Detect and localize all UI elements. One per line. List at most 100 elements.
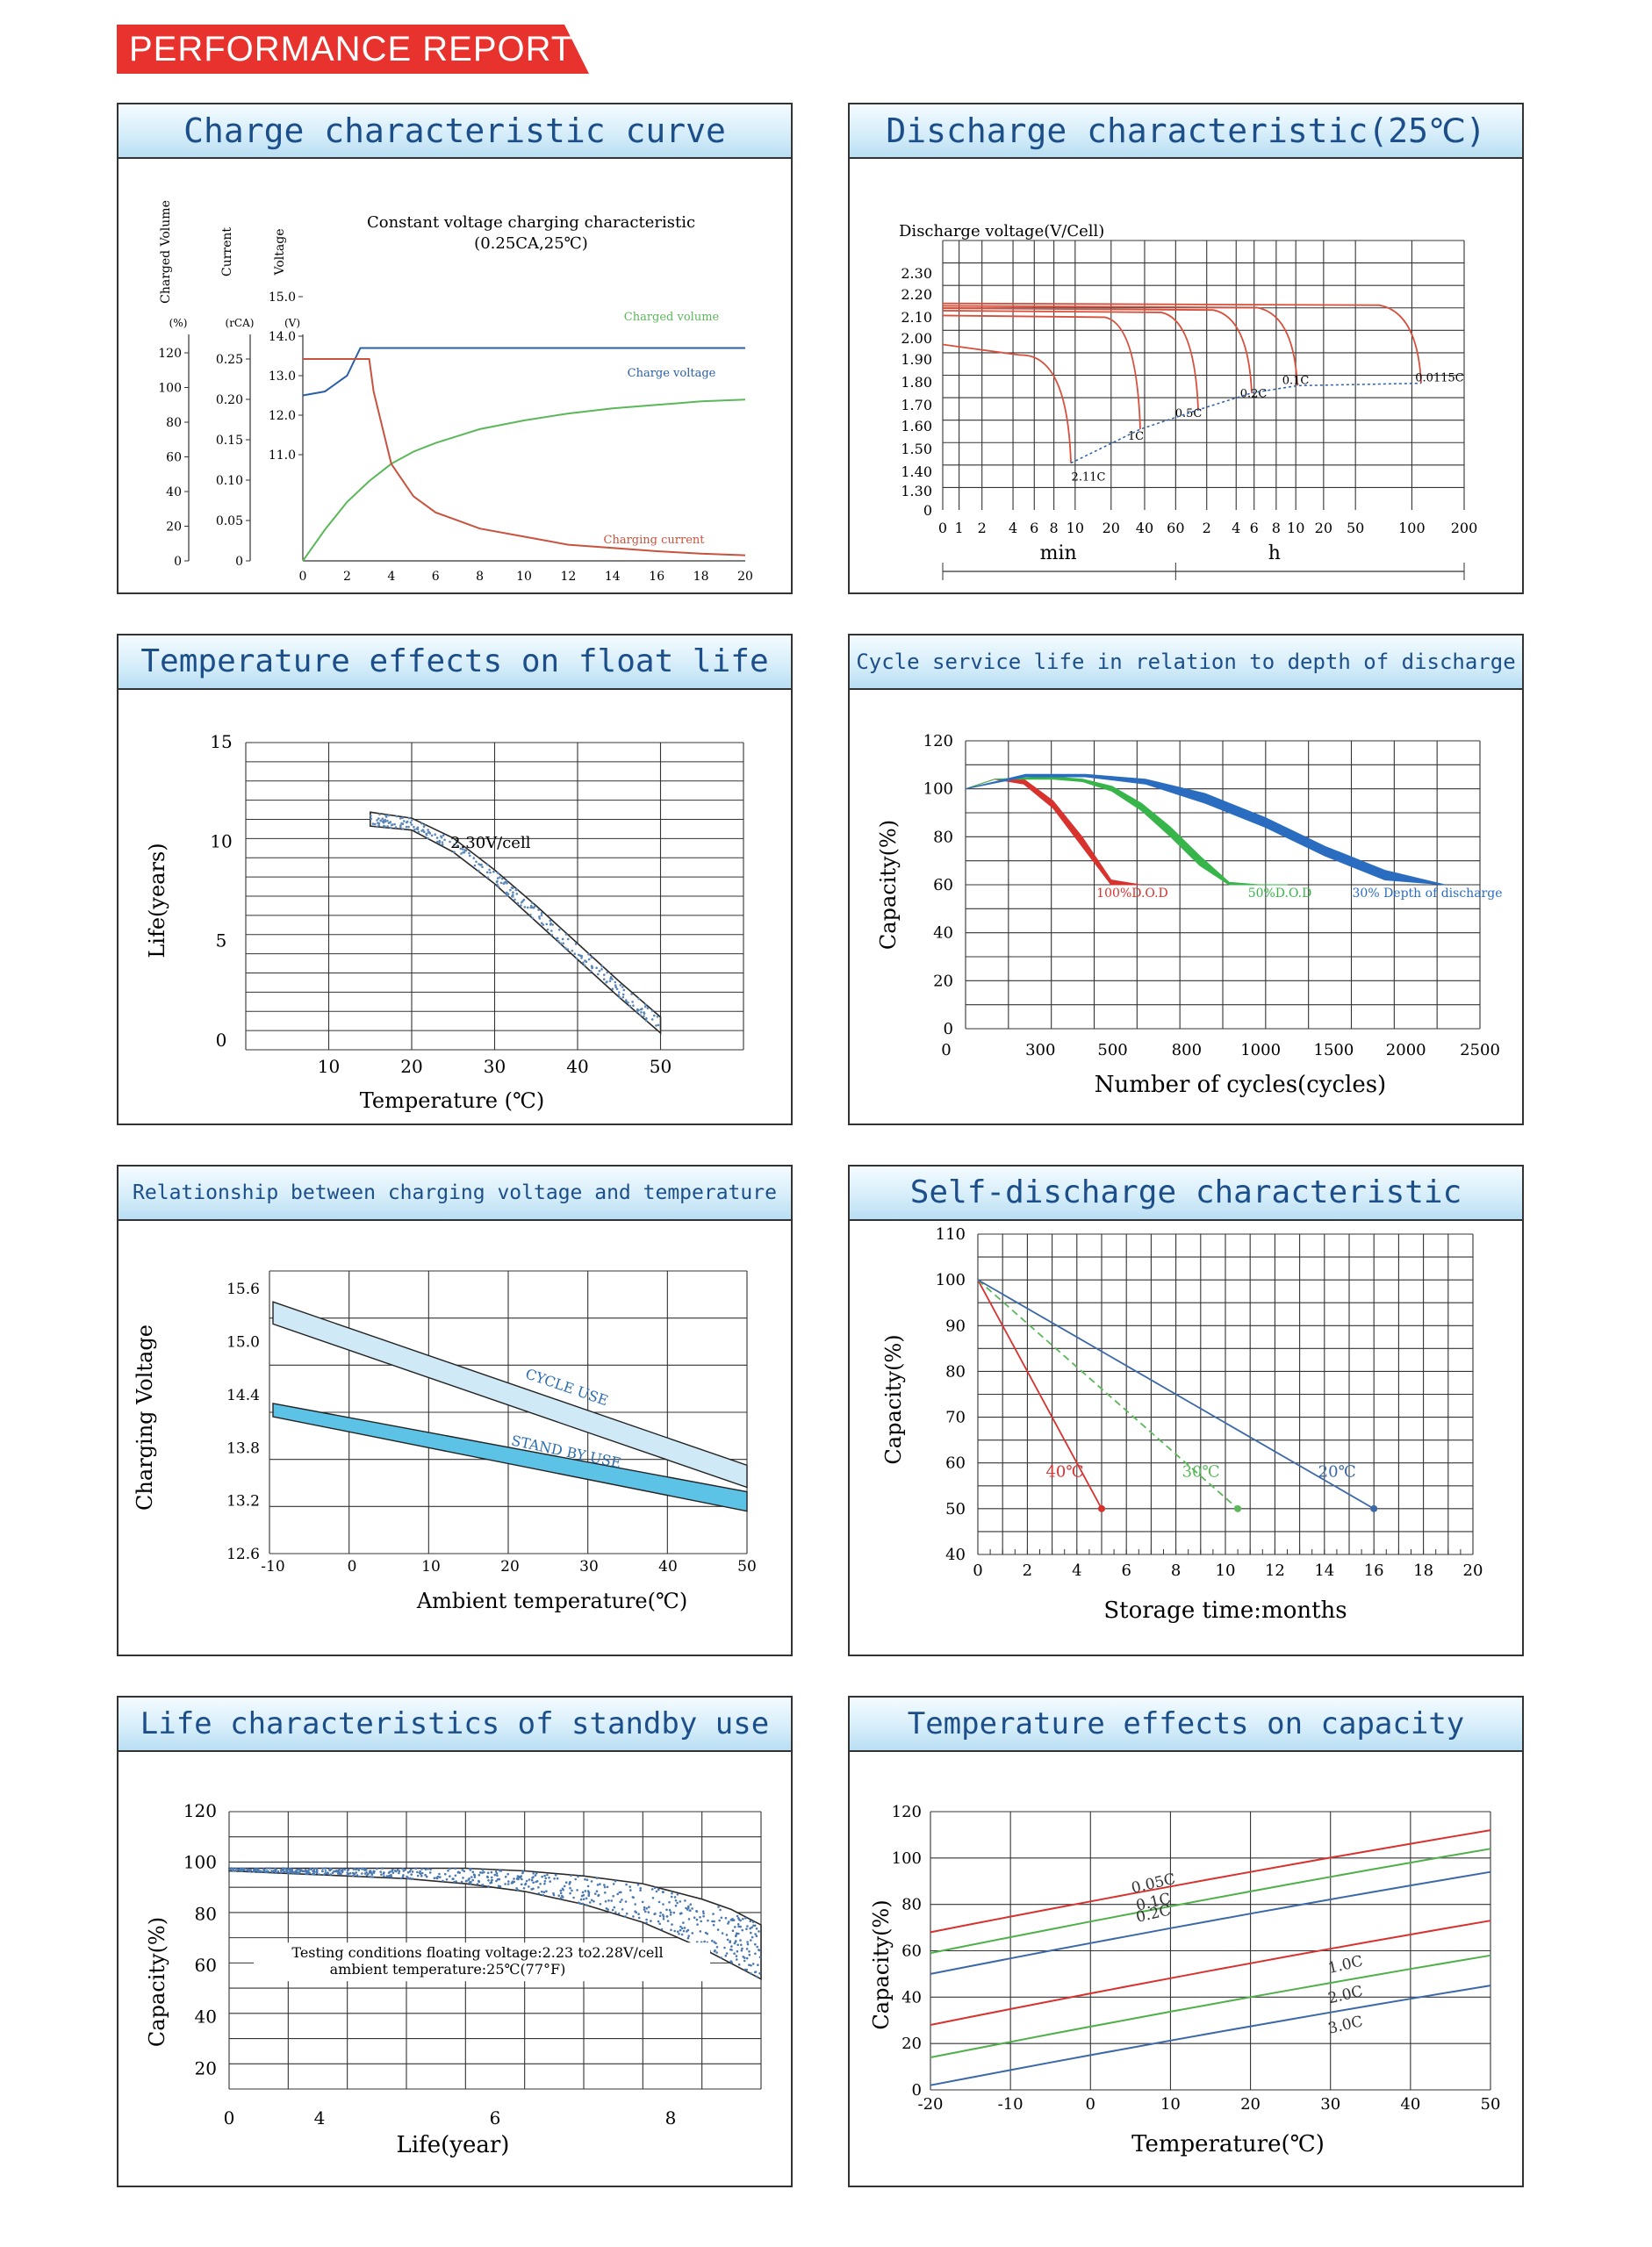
band-dot [402,1874,405,1877]
x-tick-label: 8 [665,2107,677,2129]
band-dot [531,916,534,920]
y-tick-label: 15.6 [226,1281,260,1298]
band-dot [384,820,387,823]
band-dot [440,836,443,839]
band-dot [236,1868,240,1871]
band-dot [496,1877,499,1881]
band-dot [399,824,402,827]
x-tick-label: 6 [1121,1561,1131,1580]
band-dot [657,1023,660,1027]
band-dot [672,1911,676,1914]
band-dot [596,1884,600,1886]
y-axis-label: Life(years) [145,843,169,958]
discharge-curve [942,302,1422,384]
band-dot [539,1883,542,1885]
band-dot [674,1899,678,1902]
band-dot [265,1870,268,1873]
band-dot [380,1873,383,1876]
band-dot [469,1869,472,1871]
band-dot [516,1889,520,1892]
band-dot [538,917,542,920]
band-dot [506,894,509,897]
band-dot [650,1018,654,1021]
band-dot [453,1880,456,1884]
band-dot [637,1913,640,1915]
cycle-life-panel: Cycle service life in relation to depth … [848,634,1524,1125]
band-dot [571,1889,573,1892]
y-tick-label: 1.80 [901,374,932,391]
discharge-curve [942,314,1141,430]
band-dot [711,1939,714,1942]
y-axis-unit: (V) [284,317,300,329]
x-tick-label: 14 [1314,1561,1334,1580]
band-dot [755,1935,758,1937]
band-dot [471,1870,475,1873]
band-dot [478,863,480,865]
band-dot [506,1872,509,1876]
band-dot [736,1943,739,1947]
band-dot [420,1874,423,1877]
band-dot [600,965,604,968]
band-dot [737,1918,741,1921]
band-dot [365,1869,368,1871]
band-dot [569,1886,571,1890]
band-dot [606,971,608,974]
band-dot [535,1880,537,1884]
band-dot [234,1869,237,1872]
band-dot [409,1877,412,1880]
end-point [1098,1504,1105,1512]
band-dot [576,1889,578,1892]
band-dot [441,841,444,844]
y-tick-label: 11.0 [269,449,296,463]
y-tick-label: 5 [216,930,227,951]
band-dot [643,1015,645,1018]
band-dot [461,1869,464,1871]
x-tick-label: 20 [1315,520,1332,536]
band-dot [614,1911,617,1913]
band-dot [595,966,598,969]
band-dot [563,1884,566,1888]
band-dot [748,1963,751,1966]
x-tick-label: 6 [490,2107,501,2129]
voltage-band [272,1403,748,1512]
y-axis-unit: (rCA) [226,317,255,329]
x-tick-label: 8 [1272,520,1281,536]
y-tick-label: 50 [945,1500,966,1518]
band-dot [229,1868,233,1870]
band-dot [557,940,560,943]
band-dot [751,1920,755,1924]
annotation-line: Testing conditions floating voltage:2.23… [291,1944,663,1961]
band-dot [407,816,411,820]
band-dot [424,1873,427,1877]
band-dot [645,1921,648,1924]
band-dot [471,1878,474,1882]
x-tick-label: 20 [400,1056,422,1077]
y-tick-label: 0.10 [216,474,243,488]
band-dot [324,1870,327,1872]
x-tick-label: 4 [1009,520,1017,536]
band-dot [526,906,529,909]
band-dot [750,1931,752,1935]
x-tick-label: 1 [955,520,964,536]
band-dot [574,943,578,945]
y-tick-label: 0 [235,555,243,569]
y-tick-label: 100 [183,1852,217,1873]
band-dot [387,1871,391,1874]
band-dot [684,1899,686,1902]
band-dot [627,1001,629,1004]
capacity-line [930,1920,1491,2026]
band-dot [683,1927,686,1929]
band-dot [707,1919,709,1922]
band-dot [449,1867,451,1870]
x-tick-label: 40 [566,1056,588,1077]
band-dot [621,1908,624,1911]
band-dot [720,1916,723,1920]
band-dot [408,1870,412,1873]
band-dot [636,1009,639,1012]
band-dot [643,1908,646,1911]
band-dot [496,872,499,874]
band-dot [587,1894,591,1898]
band-dot [653,1886,657,1889]
band-dot [444,1872,447,1876]
band-dot [420,829,423,832]
